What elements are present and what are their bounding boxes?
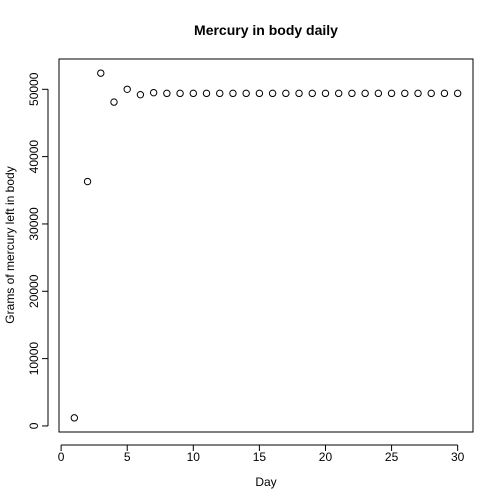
x-axis-label: Day (255, 475, 276, 489)
data-point (97, 69, 105, 77)
x-tick-label: 30 (451, 450, 465, 464)
y-tick-label: 30000 (27, 207, 41, 241)
data-point (348, 89, 356, 98)
data-point (123, 85, 131, 93)
y-tick-label: 20000 (27, 274, 41, 308)
data-point (335, 89, 343, 98)
data-point (255, 89, 264, 98)
data-point (414, 89, 422, 98)
x-tick-label: 15 (253, 450, 267, 464)
data-point (308, 89, 316, 98)
plot-area-box (58, 58, 474, 433)
x-axis: 0 5 10 15 20 25 30 (58, 444, 465, 464)
data-point (216, 89, 224, 98)
data-point (387, 89, 396, 98)
y-axis: 0 10000 20000 30000 40000 50000 (27, 72, 49, 429)
y-axis-label: Grams of mercury left in body (3, 166, 17, 323)
data-point (136, 90, 145, 99)
data-point (149, 88, 158, 97)
data-point (229, 89, 237, 98)
y-tick-label: 40000 (27, 140, 41, 174)
data-points (70, 69, 462, 422)
data-point (295, 89, 303, 98)
data-point (453, 89, 462, 98)
y-tick-label: 0 (27, 422, 41, 429)
data-point (110, 98, 118, 106)
data-point (321, 89, 330, 98)
data-point (282, 89, 290, 98)
data-point (361, 89, 369, 98)
data-point (163, 89, 171, 98)
data-point (401, 89, 409, 98)
x-tick-label: 10 (187, 450, 201, 464)
x-tick-label: 0 (58, 450, 65, 464)
y-tick-label: 10000 (27, 342, 41, 376)
y-tick-label: 50000 (27, 72, 41, 106)
x-tick-label: 25 (385, 450, 399, 464)
chart-title: Mercury in body daily (194, 22, 338, 38)
data-point (268, 89, 277, 98)
data-point (242, 89, 250, 98)
x-tick-label: 20 (319, 450, 333, 464)
x-tick-label: 5 (124, 450, 131, 464)
data-point (189, 89, 197, 98)
data-point (374, 89, 383, 98)
data-point (427, 89, 435, 98)
data-point (202, 89, 211, 98)
data-point (176, 89, 184, 98)
data-point (70, 414, 79, 422)
data-point (440, 89, 449, 98)
data-point (83, 177, 92, 186)
